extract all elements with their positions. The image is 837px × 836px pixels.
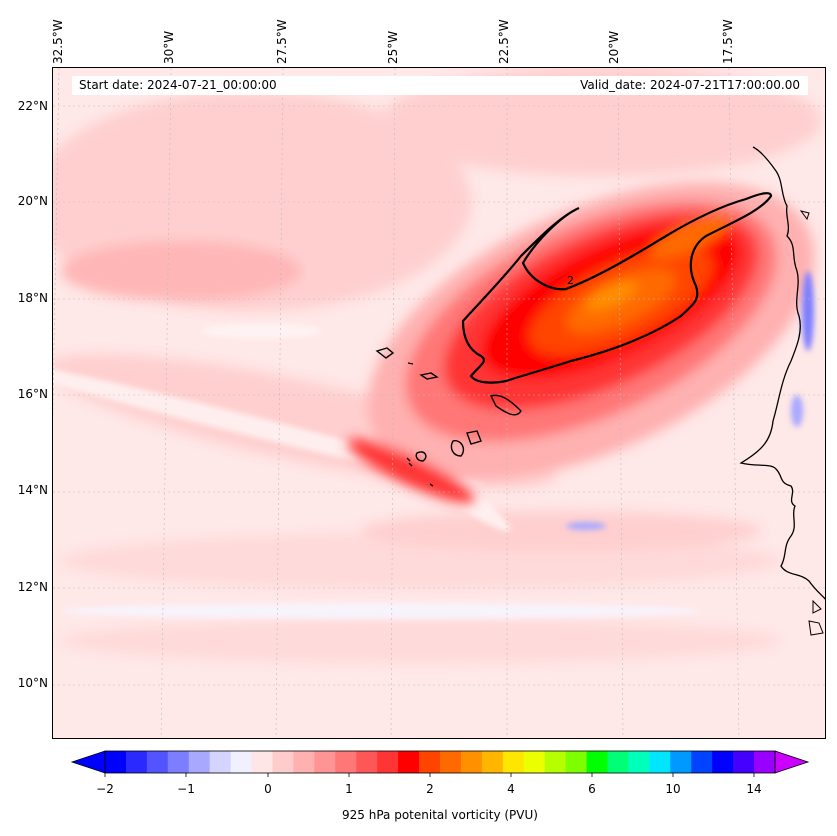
- longitude-label: 17.5°W: [721, 19, 735, 64]
- date-banner: Start date: 2024-07-21_00:00:00 Valid_da…: [72, 76, 808, 95]
- colorbar-cell: [209, 751, 232, 773]
- colorbar-tick: 14: [746, 782, 762, 796]
- colorbar-extend-high: [774, 750, 810, 774]
- colorbar-cell: [188, 751, 211, 773]
- colorbar-cell: [440, 751, 462, 773]
- colorbar-cell: [691, 751, 713, 773]
- colorbar-cell: [481, 751, 504, 773]
- latitude-label: 12°N: [17, 580, 48, 594]
- colorbar-label: 925 hPa potenital vorticity (PVU): [342, 808, 538, 822]
- longitude-label: 22.5°W: [497, 19, 511, 64]
- colorbar-cell: [105, 751, 127, 773]
- longitude-label: 25°W: [386, 30, 400, 64]
- colorbar-cell: [502, 751, 525, 773]
- colorbar-cell: [335, 751, 357, 773]
- pv-field: 2: [53, 68, 825, 738]
- colorbar-tick: −1: [177, 782, 195, 796]
- colorbar-cell: [146, 751, 169, 773]
- latitude-label: 18°N: [17, 291, 48, 305]
- colorbar-cell: [586, 751, 608, 773]
- colorbar-cell: [377, 751, 399, 773]
- colorbar-cell: [460, 751, 483, 773]
- colorbar-cell: [356, 751, 378, 773]
- colorbar-cell: [544, 751, 567, 773]
- colorbar-cell: [167, 751, 190, 773]
- colorbar-cell: [419, 751, 441, 773]
- longitude-label: 27.5°W: [275, 19, 289, 64]
- longitude-label: 20°W: [607, 30, 621, 64]
- colorbar-cell: [523, 751, 546, 773]
- colorbar-cell: [628, 751, 650, 773]
- colorbar-tick: 1: [345, 782, 353, 796]
- longitude-label: 32.5°W: [51, 19, 65, 64]
- colorbar-cells: [105, 751, 776, 773]
- map-panel: 2: [52, 67, 826, 739]
- colorbar-cell: [754, 751, 776, 773]
- cape-verde-islands: [375, 347, 522, 487]
- coastline: [739, 146, 825, 600]
- colorbar-cell: [230, 751, 253, 773]
- colorbar-cell: [398, 751, 420, 773]
- colorbar-cell: [251, 751, 273, 773]
- colorbar-cell: [272, 751, 294, 773]
- latitude-label: 20°N: [17, 194, 48, 208]
- pv-contour-2: [461, 192, 773, 384]
- colorbar-tick: 4: [507, 782, 515, 796]
- longitude-label: 30°W: [162, 30, 176, 64]
- latitude-label: 16°N: [17, 387, 48, 401]
- colorbar-cell: [649, 751, 671, 773]
- colorbar-tick: 10: [665, 782, 681, 796]
- latitude-label: 22°N: [17, 99, 48, 113]
- colorbar-tick: 6: [588, 782, 596, 796]
- colorbar-cell: [314, 751, 336, 773]
- colorbar-tick: 0: [264, 782, 272, 796]
- start-date: Start date: 2024-07-21_00:00:00: [79, 78, 277, 92]
- colorbar-cell: [565, 751, 588, 773]
- graticule: [53, 68, 825, 738]
- colorbar-tick: 2: [426, 782, 434, 796]
- colorbar-extend-low: [70, 750, 106, 774]
- colorbar-tick: −2: [96, 782, 114, 796]
- colorbar-cell: [733, 751, 755, 773]
- valid-date: Valid_date: 2024-07-21T17:00:00.00: [580, 78, 800, 92]
- colorbar-cell: [125, 751, 148, 773]
- colorbar-cell: [670, 751, 692, 773]
- latitude-label: 10°N: [17, 676, 48, 690]
- colorbar-cell: [293, 751, 315, 773]
- colorbar-cell: [607, 751, 629, 773]
- colorbar-cell: [712, 751, 734, 773]
- latitude-label: 14°N: [17, 483, 48, 497]
- contour-label: 2: [567, 274, 574, 287]
